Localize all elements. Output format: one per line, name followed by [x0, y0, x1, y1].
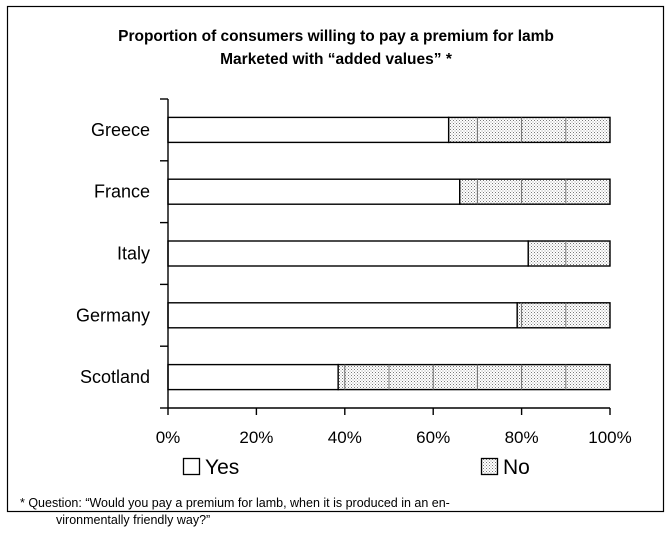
axes-group: [160, 98, 611, 415]
bars-group: [167, 116, 611, 391]
bar-yes-germany: [167, 302, 518, 329]
bar-yes-scotland: [167, 363, 339, 391]
x-tick-label: 80%: [505, 428, 539, 447]
bar-no-stripes-greece: [476, 117, 567, 143]
legend: Yes No: [182, 456, 530, 479]
bar-no-scotland: [337, 363, 611, 391]
category-label-italy: Italy: [117, 244, 150, 264]
x-tick-label: 40%: [328, 428, 362, 447]
bar-no-greece: [447, 116, 611, 144]
x-tick-label: 0%: [156, 428, 181, 447]
category-label-france: France: [94, 182, 150, 202]
bar-no-germany: [516, 302, 611, 329]
bar-yes-greece: [167, 116, 450, 144]
bar-no-stripes-france: [476, 179, 567, 205]
legend-swatch-no: [480, 457, 499, 476]
chart-title: Proportion of consumers willing to pay a…: [118, 28, 554, 45]
legend-label-no: No: [503, 456, 530, 479]
bar-no-france: [459, 178, 611, 205]
category-label-germany: Germany: [76, 305, 150, 325]
x-tick-label: 100%: [588, 428, 631, 447]
category-label-scotland: Scotland: [80, 367, 150, 387]
legend-label-yes: Yes: [205, 456, 239, 479]
x-tick-label: 20%: [239, 428, 273, 447]
legend-swatch-yes: [182, 457, 201, 476]
bar-yes-italy: [167, 240, 529, 267]
bar-no-stripes-scotland: [344, 364, 567, 390]
bar-no-stripes-germany: [521, 302, 567, 328]
chart-subtitle: Marketed with “added values” *: [220, 51, 453, 68]
bar-no-italy: [527, 240, 611, 267]
category-labels: Greece France Italy Germany Scotland: [76, 120, 150, 387]
footnote-line-1: * Question: “Would you pay a premium for…: [20, 496, 450, 510]
x-tick-label: 60%: [416, 428, 450, 447]
x-tick-labels: 0% 20% 40% 60% 80% 100%: [156, 428, 632, 447]
bar-yes-france: [167, 178, 461, 205]
footnote-line-2: vironmentally friendly way?”: [56, 513, 210, 527]
category-label-greece: Greece: [91, 120, 150, 140]
